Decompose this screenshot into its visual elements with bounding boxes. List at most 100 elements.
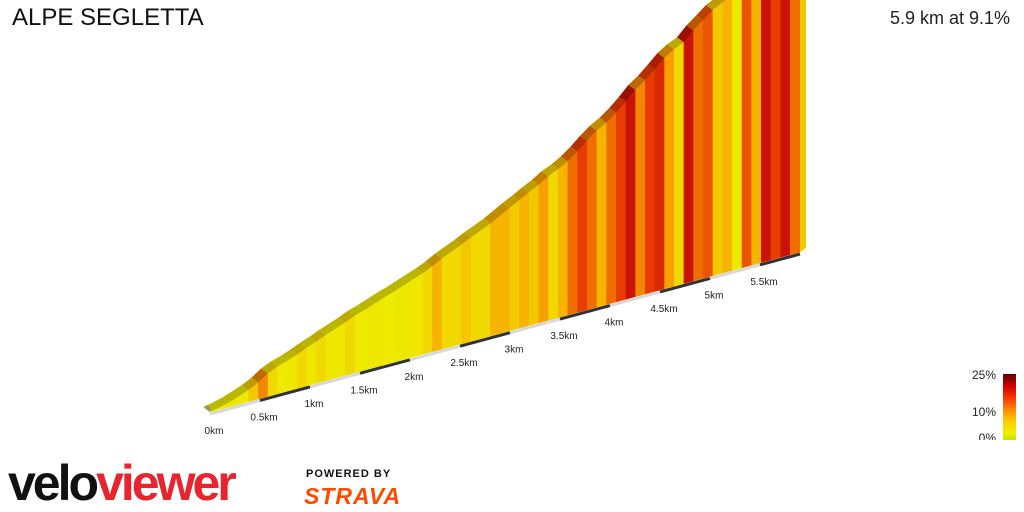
- profile-segment: [722, 0, 733, 274]
- page-title: ALPE SEGLETTA: [12, 4, 204, 31]
- profile-segment-top: [222, 391, 240, 403]
- profile-segment-top: [618, 84, 636, 102]
- distance-axis-segment: [409, 344, 461, 362]
- profile-segment-top: [551, 156, 568, 170]
- distance-axis-segment: [359, 358, 411, 375]
- distance-axis-segment: [609, 290, 661, 307]
- profile-segment-top: [357, 298, 375, 311]
- profile-segment-top: [367, 292, 385, 304]
- profile-segment-top: [483, 210, 501, 224]
- profile-segment: [393, 285, 404, 363]
- distance-tick-label: 3.5km: [550, 331, 577, 342]
- profile-segment: [432, 257, 443, 352]
- profile-segment: [461, 236, 472, 345]
- distance-tick-label: 4km: [605, 318, 624, 329]
- profile-segment: [509, 199, 520, 332]
- distance-axis-segment: [559, 304, 611, 321]
- profile-segment-top: [464, 225, 481, 238]
- gradient-legend-label: 0%: [979, 431, 997, 440]
- profile-segment-top: [560, 146, 578, 162]
- profile-segment-top: [232, 385, 249, 397]
- profile-segment-top: [657, 44, 675, 58]
- distance-ticks: 0km 0.5km 1km 1.5km 2km 2.5km 3km 3.5km 4km 4.5km…: [205, 277, 778, 437]
- distance-axis-segment: [259, 385, 311, 402]
- profile-segment: [780, 0, 791, 258]
- profile-segment: [586, 130, 598, 311]
- profile-segment: [306, 341, 317, 387]
- profile-segment: [625, 88, 636, 300]
- profile-segment-top: [319, 323, 336, 335]
- distance-tick-label: 5km: [705, 290, 724, 301]
- profile-segment: [703, 9, 714, 279]
- profile-segment: [751, 0, 762, 266]
- profile-segment-top: [348, 305, 365, 316]
- distance-tick-label: 1.5km: [350, 385, 377, 396]
- profile-segment-top: [696, 4, 713, 21]
- profile-segment: [538, 175, 549, 324]
- profile-segment-top: [531, 171, 549, 185]
- profile-segment-top: [415, 261, 433, 274]
- profile-segment-top: [522, 179, 539, 193]
- distance-axis-segment: [659, 276, 711, 294]
- distance-tick-label: 3km: [505, 345, 524, 356]
- profile-segment-top: [676, 25, 694, 43]
- profile-segment-top: [425, 253, 443, 267]
- profile-segment-top: [261, 361, 278, 374]
- profile-segment-top: [719, 0, 726, 3]
- gradient-legend-label: 25%: [972, 368, 996, 382]
- profile-segment-top: [493, 202, 510, 216]
- profile-segment: [741, 0, 752, 269]
- veloviewer-logo: veloviewer: [8, 455, 239, 511]
- profile-segment-top: [502, 195, 520, 208]
- profile-segment: [732, 0, 743, 271]
- profile-segment: [412, 272, 424, 358]
- distance-tick-label: 2.5km: [450, 358, 477, 369]
- profile-segment-top: [638, 64, 655, 81]
- profile-segment: [606, 112, 617, 305]
- profile-segment: [441, 251, 453, 350]
- profile-segment: [548, 168, 559, 321]
- gradient-legend-label: 10%: [972, 405, 996, 419]
- profile-segment-top: [396, 274, 414, 286]
- profile-segment: [354, 309, 366, 373]
- distance-tick-label: 0.5km: [250, 412, 277, 423]
- profile-segment: [674, 41, 685, 287]
- profile-segment: [615, 101, 627, 303]
- profile-segment-top: [599, 107, 617, 123]
- profile-segment: [712, 2, 723, 276]
- powered-by-label: POWERED BY: [306, 468, 391, 480]
- profile-segment-top: [280, 349, 298, 362]
- profile-segment: [664, 48, 675, 290]
- profile-segment: [296, 347, 307, 389]
- profile-segment-top: [473, 218, 491, 231]
- profile-segment: [790, 0, 801, 255]
- distance-tick-label: 0km: [205, 426, 224, 437]
- profile-segment: [325, 328, 336, 381]
- profile-segment: [528, 184, 540, 326]
- profile-segment-top: [212, 397, 230, 408]
- profile-segments: [203, 0, 806, 413]
- profile-segment: [345, 315, 356, 376]
- profile-segment-top: [241, 377, 259, 391]
- distance-axis-segment: [309, 371, 361, 389]
- distance-tick-label: 4.5km: [650, 304, 677, 315]
- profile-segment-top: [435, 246, 452, 259]
- distance-axis: [209, 252, 801, 416]
- profile-segment: [654, 57, 665, 292]
- profile-segment-top: [377, 287, 394, 298]
- profile-segment-top: [589, 117, 607, 131]
- profile-segment: [277, 360, 288, 394]
- profile-segment-top: [580, 125, 597, 141]
- profile-segment: [364, 303, 375, 371]
- profile-segment: [770, 0, 781, 261]
- profile-segment-top: [328, 317, 346, 329]
- profile-segment: [635, 79, 646, 297]
- profile-segment-top: [686, 15, 704, 31]
- distance-axis-segment: [459, 331, 511, 348]
- profile-segment-top: [512, 187, 530, 201]
- profile-segment-top: [290, 342, 307, 355]
- profile-segment: [693, 19, 704, 282]
- profile-segment-top: [309, 329, 327, 342]
- profile-segment-top: [609, 96, 626, 113]
- profile-segment-top: [454, 232, 472, 245]
